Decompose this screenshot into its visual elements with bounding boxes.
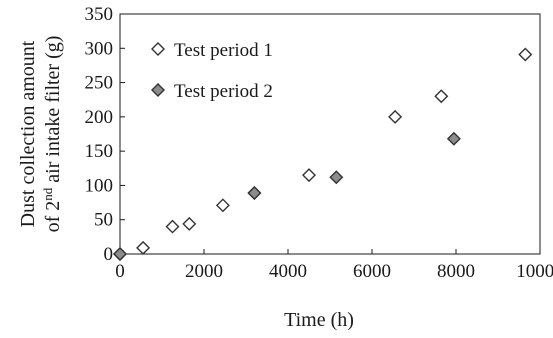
legend-label: Test period 2 bbox=[174, 81, 273, 102]
y-axis-title-line2: of 2nd air intake filter (g) bbox=[40, 36, 64, 233]
data-point-series-1 bbox=[388, 109, 403, 124]
legend-marker-test-period-1 bbox=[151, 42, 165, 56]
data-point-series-1 bbox=[215, 198, 230, 213]
x-axis-title: Time (h) bbox=[284, 309, 354, 331]
x-tick-label: 0 bbox=[115, 261, 125, 282]
data-point-series-2 bbox=[446, 131, 461, 146]
y-tick-label: 0 bbox=[104, 244, 114, 265]
data-point-series-2 bbox=[329, 170, 344, 185]
x-tick-label: 2000 bbox=[185, 261, 223, 282]
x-tick-label: 6000 bbox=[353, 261, 391, 282]
y-tick-label: 150 bbox=[85, 141, 114, 162]
y-axis-title-line1: Dust collection amount bbox=[17, 40, 39, 227]
data-point-series-1 bbox=[434, 89, 449, 104]
data-point-series-1 bbox=[165, 219, 180, 234]
y-tick-label: 350 bbox=[85, 4, 114, 25]
x-tick-label: 4000 bbox=[269, 261, 307, 282]
y-tick-label: 300 bbox=[85, 38, 114, 59]
data-point-series-2 bbox=[113, 247, 127, 261]
y-tick-label: 250 bbox=[85, 73, 114, 94]
y-tick-label: 200 bbox=[85, 107, 114, 128]
data-point-series-1 bbox=[182, 216, 197, 231]
plot-area-border bbox=[119, 13, 541, 255]
data-point-series-1 bbox=[302, 168, 316, 183]
x-tick-label: 8000 bbox=[437, 261, 475, 282]
y-tick-label: 100 bbox=[85, 175, 114, 196]
data-point-series-1 bbox=[136, 240, 151, 255]
legend-marker-test-period-2 bbox=[151, 83, 165, 97]
data-point-series-1 bbox=[518, 47, 533, 62]
data-point-series-2 bbox=[247, 185, 262, 200]
y-tick-label: 50 bbox=[94, 210, 113, 231]
legend-label: Test period 1 bbox=[174, 40, 273, 61]
